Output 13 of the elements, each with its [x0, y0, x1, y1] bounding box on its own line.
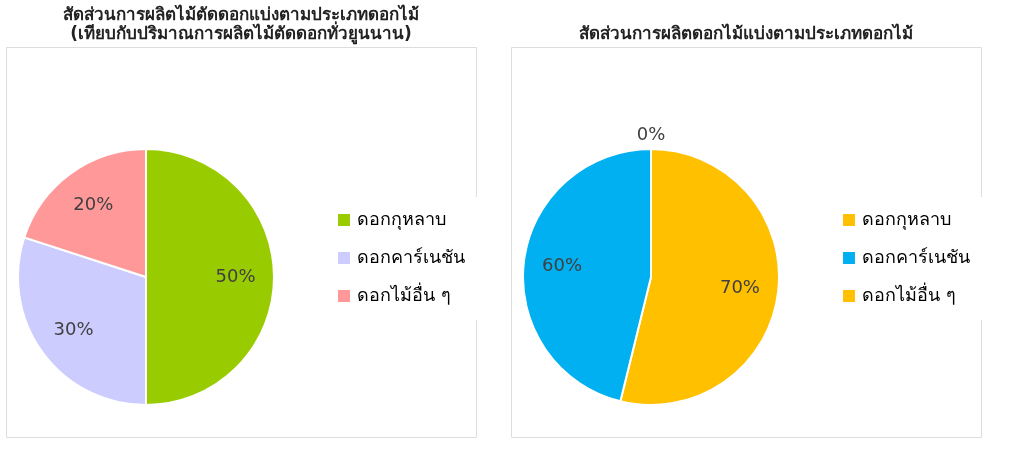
data-label: 60% — [542, 254, 583, 276]
data-label: 70% — [719, 275, 760, 297]
legend-label: ดอกกุหลาบ — [357, 208, 446, 230]
legend-label: ดอกกุหลาบ — [862, 208, 951, 230]
legend-label: ดอกไม้อื่น ๆ — [357, 282, 451, 305]
legend-label: ดอกไม้อื่น ๆ — [862, 282, 956, 305]
chart-title: สัดส่วนการผลิตดอกไม้แบ่งตามประเภทดอกไม้ — [579, 23, 913, 43]
data-label: 30% — [53, 317, 94, 339]
legend-label: ดอกคาร์เนชัน — [862, 246, 970, 267]
legend-label: ดอกคาร์เนชัน — [357, 246, 465, 267]
text: 0% — [636, 123, 666, 144]
data-label: 50% — [215, 265, 256, 286]
data-label: 20% — [73, 192, 114, 214]
